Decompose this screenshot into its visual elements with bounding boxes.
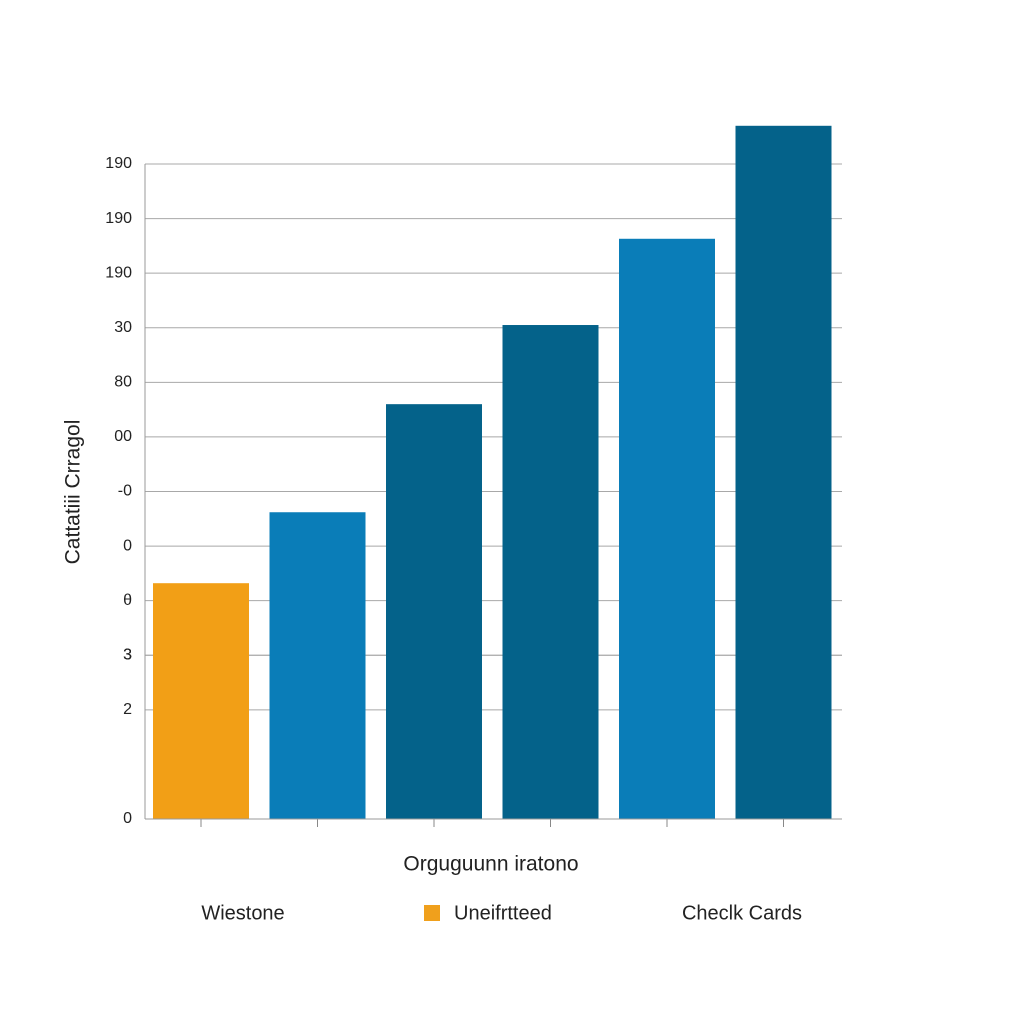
y-tick-label: 3 — [123, 646, 132, 663]
y-tick-label: 190 — [105, 155, 132, 172]
legend-label: Wiestone — [201, 902, 284, 924]
y-tick-label: 0 — [123, 810, 132, 827]
y-tick-label: 3 — [123, 646, 132, 663]
y-tick-label: θ — [123, 592, 132, 609]
bar — [386, 404, 482, 819]
bar — [619, 238, 715, 819]
legend-swatch — [424, 905, 440, 921]
y-tick-label: 30 — [114, 319, 132, 336]
y-tick-label: 190 — [105, 210, 132, 227]
y-tick-label: 80 — [114, 374, 132, 391]
legend-label: Checlk Cards — [682, 902, 802, 924]
bar — [502, 325, 599, 819]
y-tick-label: 2 — [123, 701, 132, 718]
y-tick-label: -0 — [118, 483, 132, 500]
x-axis-label: Orguguunn iratono — [403, 853, 578, 876]
bar — [269, 512, 366, 819]
y-tick-label: 00 — [114, 428, 132, 445]
y-tick-label: 0 — [123, 537, 132, 554]
bar — [153, 583, 249, 819]
y-tick-label: 190 — [105, 264, 132, 281]
bar — [735, 125, 832, 819]
legend-label: Uneifrtteed — [454, 902, 552, 924]
y-axis-label: Cattatiii Crragol — [62, 420, 85, 565]
